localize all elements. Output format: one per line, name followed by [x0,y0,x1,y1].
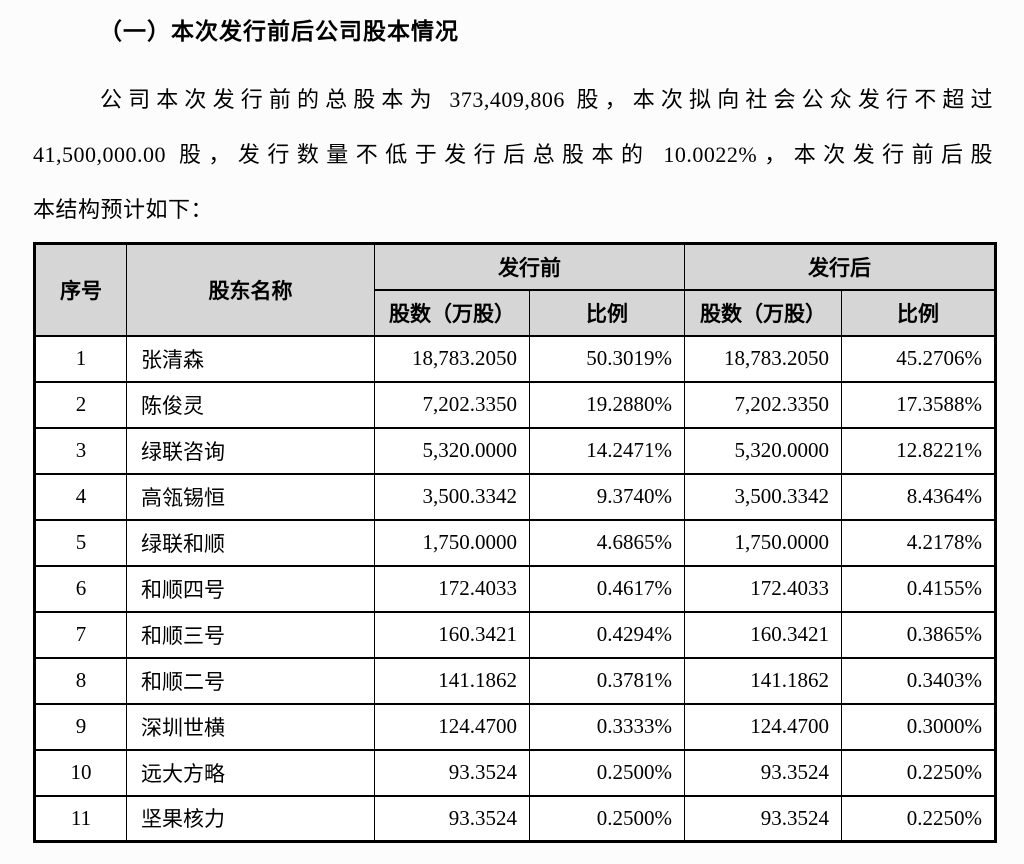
cell-ratio-before: 0.2500% [529,794,685,843]
cell-seq: 10 [34,748,127,797]
cell-shares-before: 7,202.3350 [374,380,530,429]
cell-seq: 6 [34,564,127,613]
cell-name: 深圳世横 [126,702,375,751]
cell-name: 和顺四号 [126,564,375,613]
cell-ratio-after: 0.4155% [841,564,996,613]
cell-shares-before: 93.3524 [374,794,530,843]
cell-ratio-before: 0.3333% [529,702,685,751]
cell-ratio-before: 0.4294% [529,610,685,659]
cell-ratio-before: 4.6865% [529,518,685,567]
header-shareholder-name: 股东名称 [126,242,375,337]
cell-ratio-after: 8.4364% [841,472,996,521]
cell-shares-after: 160.3421 [684,610,842,659]
table-row: 5 绿联和顺 1,750.0000 4.6865% 1,750.0000 4.2178% [34,518,996,567]
cell-seq: 3 [34,426,127,475]
cell-ratio-after: 4.2178% [841,518,996,567]
cell-shares-after: 18,783.2050 [684,334,842,383]
cell-name: 陈俊灵 [126,380,375,429]
cell-shares-after: 124.4700 [684,702,842,751]
cell-shares-after: 3,500.3342 [684,472,842,521]
cell-seq: 4 [34,472,127,521]
header-seq: 序号 [34,242,127,337]
cell-shares-before: 3,500.3342 [374,472,530,521]
cell-shares-after: 7,202.3350 [684,380,842,429]
cell-seq: 1 [34,334,127,383]
header-ratio-before: 比例 [529,288,685,337]
cell-seq: 8 [34,656,127,705]
cell-ratio-before: 0.4617% [529,564,685,613]
cell-shares-before: 93.3524 [374,748,530,797]
cell-ratio-before: 0.3781% [529,656,685,705]
paragraph-line-2: 41,500,000.00 股，发行数量不低于发行后总股本的 10.0022%，… [33,142,993,167]
table-row: 11 坚果核力 93.3524 0.2500% 93.3524 0.2250% [34,794,996,843]
paragraph-line-3: 本结构预计如下： [33,197,214,222]
cell-ratio-after: 0.2250% [841,794,996,843]
cell-shares-after: 172.4033 [684,564,842,613]
cell-seq: 7 [34,610,127,659]
table-row: 6 和顺四号 172.4033 0.4617% 172.4033 0.4155% [34,564,996,613]
cell-name: 绿联和顺 [126,518,375,567]
cell-shares-before: 5,320.0000 [374,426,530,475]
cell-ratio-before: 14.2471% [529,426,685,475]
cell-shares-before: 172.4033 [374,564,530,613]
cell-ratio-after: 17.3588% [841,380,996,429]
cell-name: 坚果核力 [126,794,375,843]
cell-shares-before: 160.3421 [374,610,530,659]
cell-name: 和顺三号 [126,610,375,659]
share-structure-table: 序号 股东名称 发行前 发行后 股数（万股） 比例 股数（万股） 比例 1 张清森… [33,242,997,843]
cell-ratio-before: 0.2500% [529,748,685,797]
header-group-before-issuance: 发行前 [374,242,685,291]
cell-ratio-after: 0.3403% [841,656,996,705]
header-row-2: 股数（万股） 比例 股数（万股） 比例 [35,288,996,337]
cell-name: 张清森 [126,334,375,383]
cell-name: 和顺二号 [126,656,375,705]
header-shares-before: 股数（万股） [374,288,530,337]
cell-shares-after: 5,320.0000 [684,426,842,475]
table-row: 8 和顺二号 141.1862 0.3781% 141.1862 0.3403% [34,656,996,705]
header-group-after-issuance: 发行后 [684,242,996,291]
cell-ratio-after: 0.3865% [841,610,996,659]
cell-shares-before: 141.1862 [374,656,530,705]
cell-shares-before: 1,750.0000 [374,518,530,567]
cell-name: 绿联咨询 [126,426,375,475]
table-header: 序号 股东名称 发行前 发行后 股数（万股） 比例 股数（万股） 比例 [34,242,996,337]
cell-ratio-after: 0.3000% [841,702,996,751]
cell-shares-after: 1,750.0000 [684,518,842,567]
cell-shares-after: 93.3524 [684,748,842,797]
cell-ratio-after: 45.2706% [841,334,996,383]
cell-shares-before: 124.4700 [374,702,530,751]
table-row: 4 高瓴锡恒 3,500.3342 9.3740% 3,500.3342 8.4364% [34,472,996,521]
table-row: 9 深圳世横 124.4700 0.3333% 124.4700 0.3000% [34,702,996,751]
cell-seq: 2 [34,380,127,429]
cell-seq: 9 [34,702,127,751]
cell-ratio-after: 12.8221% [841,426,996,475]
table-row: 2 陈俊灵 7,202.3350 19.2880% 7,202.3350 17.3588% [34,380,996,429]
cell-ratio-before: 9.3740% [529,472,685,521]
table-body: 1 张清森 18,783.2050 50.3019% 18,783.2050 45.270… [34,334,996,843]
table-row: 1 张清森 18,783.2050 50.3019% 18,783.2050 45.270… [34,334,996,383]
cell-seq: 11 [34,794,127,843]
cell-ratio-before: 50.3019% [529,334,685,383]
intro-paragraph: 公司本次发行前的总股本为 373,409,806 股，本次拟向社会公众发行不超过… [33,72,993,237]
header-ratio-after: 比例 [841,288,996,337]
cell-ratio-before: 19.2880% [529,380,685,429]
table-row: 3 绿联咨询 5,320.0000 14.2471% 5,320.0000 12.8221… [34,426,996,475]
cell-shares-before: 18,783.2050 [374,334,530,383]
cell-shares-after: 141.1862 [684,656,842,705]
cell-name: 高瓴锡恒 [126,472,375,521]
section-heading: （一）本次发行前后公司股本情况 [99,18,459,44]
cell-seq: 5 [34,518,127,567]
table-row: 10 远大方略 93.3524 0.2500% 93.3524 0.2250% [34,748,996,797]
cell-ratio-after: 0.2250% [841,748,996,797]
cell-name: 远大方略 [126,748,375,797]
header-shares-after: 股数（万股） [684,288,842,337]
cell-shares-after: 93.3524 [684,794,842,843]
table-row: 7 和顺三号 160.3421 0.4294% 160.3421 0.3865% [34,610,996,659]
header-row-1: 序号 股东名称 发行前 发行后 [34,242,996,337]
paragraph-line-1: 公司本次发行前的总股本为 373,409,806 股，本次拟向社会公众发行不超过 [100,87,993,112]
